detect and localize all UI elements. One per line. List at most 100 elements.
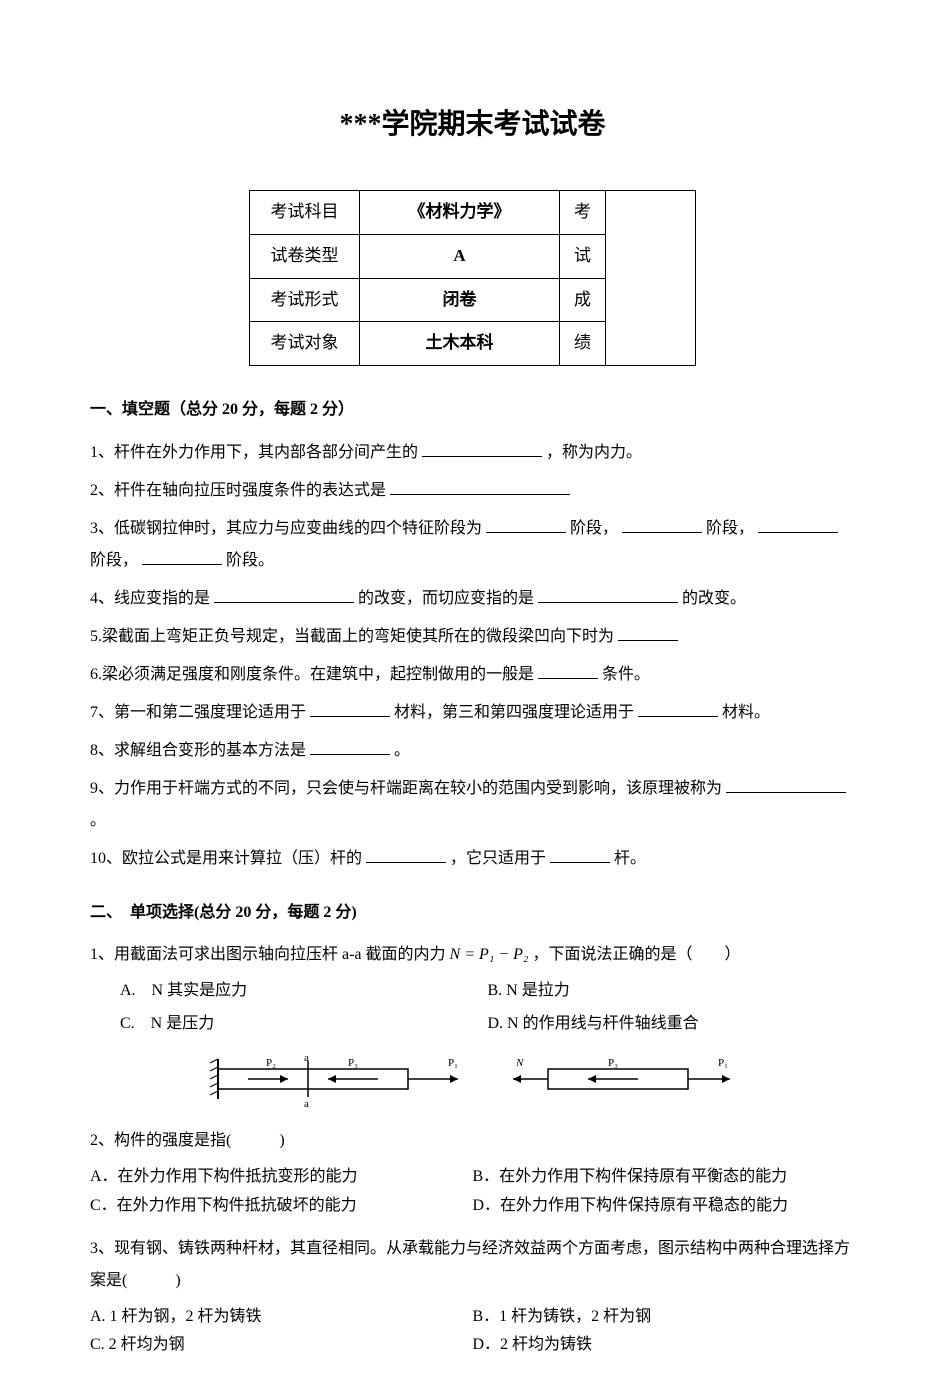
s2-q1-opt-a[interactable]: A. N 其实是应力: [120, 977, 488, 1006]
exam-target-value: 土木本科: [360, 322, 560, 366]
blank-field[interactable]: [758, 515, 838, 533]
q7-text-c: 材料。: [722, 704, 770, 721]
blank-field[interactable]: [390, 477, 570, 495]
svg-text:a: a: [304, 1052, 309, 1064]
blank-field[interactable]: [486, 515, 566, 533]
bar-diagram-right: N P₃ P₁: [508, 1049, 738, 1109]
s2-q3-options-row2: C. 2 杆均为钢 D．2 杆均为铸铁: [90, 1331, 855, 1360]
q9-text-a: 9、力作用于杆端方式的不同，只会使与杆端距离在较小的范围内受到影响，该原理被称为: [90, 780, 722, 797]
s2-q3-opt-c[interactable]: C. 2 杆均为钢: [90, 1331, 473, 1360]
score-char: 成: [560, 278, 606, 322]
blank-field[interactable]: [618, 623, 678, 641]
paper-type-value: A: [360, 234, 560, 278]
s2-q1-options-row2: C. N 是压力 D. N 的作用线与杆件轴线重合: [120, 1010, 855, 1039]
q8-text-b: 。: [394, 742, 410, 759]
s2-q2-opt-c[interactable]: C．在外力作用下构件抵抗破坏的能力: [90, 1192, 473, 1221]
q10-text-c: 杆。: [614, 850, 646, 867]
blank-field[interactable]: [142, 547, 222, 565]
subject-value: 《材料力学》: [360, 191, 560, 235]
svg-text:P₁: P₁: [448, 1057, 458, 1069]
s2-q1-options-row1: A. N 其实是应力 B. N 是拉力: [120, 977, 855, 1006]
q7-text-a: 7、第一和第二强度理论适用于: [90, 704, 306, 721]
blank-field[interactable]: [422, 439, 542, 457]
s2-q3-options-row1: A. 1 杆为钢，2 杆为铸铁 B．1 杆为铸铁，2 杆为钢: [90, 1303, 855, 1332]
svg-text:N: N: [515, 1057, 524, 1069]
s2-q3-opt-a[interactable]: A. 1 杆为钢，2 杆为铸铁: [90, 1303, 473, 1332]
svg-text:P₃: P₃: [348, 1057, 358, 1069]
section2-header: 二、 单项选择(总分 20 分，每题 2 分): [90, 899, 855, 928]
score-char: 考: [560, 191, 606, 235]
q5: 5.梁截面上弯矩正负号规定，当截面上的弯矩使其所在的微段梁凹向下时为: [90, 621, 855, 653]
s2-q2-options-row1: A．在外力作用下构件抵抗变形的能力 B．在外力作用下构件保持原有平衡态的能力: [90, 1163, 855, 1192]
page-title: ***学院期末考试试卷: [90, 100, 855, 150]
svg-text:P₁: P₁: [718, 1057, 728, 1069]
exam-target-label: 考试对象: [250, 322, 360, 366]
q8: 8、求解组合变形的基本方法是 。: [90, 735, 855, 767]
q2: 2、杆件在轴向拉压时强度条件的表达式是: [90, 475, 855, 507]
q1-text-b: ，称为内力。: [546, 444, 642, 461]
blank-field[interactable]: [538, 661, 598, 679]
q3-text-e: 阶段。: [226, 552, 274, 569]
score-char: 试: [560, 234, 606, 278]
q3: 3、低碳钢拉伸时，其应力与应变曲线的四个特征阶段为 阶段， 阶段， 阶段， 阶段…: [90, 513, 855, 577]
s2-q1-opt-b[interactable]: B. N 是拉力: [488, 977, 856, 1006]
s2-q2-opt-d[interactable]: D．在外力作用下构件保持原有平稳态的能力: [473, 1192, 856, 1221]
s2-q3-opt-d[interactable]: D．2 杆均为铸铁: [473, 1331, 856, 1360]
blank-field[interactable]: [310, 699, 390, 717]
blank-field[interactable]: [726, 775, 846, 793]
svg-text:a: a: [304, 1098, 309, 1109]
s2-q1-opt-c[interactable]: C. N 是压力: [120, 1010, 488, 1039]
q10-text-a: 10、欧拉公式是用来计算拉（压）杆的: [90, 850, 362, 867]
s2-q2-opt-a[interactable]: A．在外力作用下构件抵抗变形的能力: [90, 1163, 473, 1192]
q6-text-a: 6.梁必须满足强度和刚度条件。在建筑中，起控制做用的一般是: [90, 666, 534, 683]
s2-q1: 1、用截面法可求出图示轴向拉压杆 a-a 截面的内力 N = P₁ − P₂ ，…: [90, 939, 855, 971]
s2-q1-text-a: 1、用截面法可求出图示轴向拉压杆 a-a 截面的内力: [90, 946, 450, 963]
exam-info-table: 考试科目 《材料力学》 考 试卷类型 A 试 考试形式 闭卷 成 考试对象 土木…: [249, 190, 696, 365]
s2-q2-opt-b[interactable]: B．在外力作用下构件保持原有平衡态的能力: [473, 1163, 856, 1192]
s2-q3: 3、现有钢、铸铁两种杆材，其直径相同。从承载能力与经济效益两个方面考虑，图示结构…: [90, 1233, 855, 1297]
svg-text:P₃: P₃: [608, 1057, 618, 1069]
s2-q2-options-row2: C．在外力作用下构件抵抗破坏的能力 D．在外力作用下构件保持原有平稳态的能力: [90, 1192, 855, 1221]
q4: 4、线应变指的是 的改变，而切应变指的是 的改变。: [90, 583, 855, 615]
score-char: 绩: [560, 322, 606, 366]
q3-text-a: 3、低碳钢拉伸时，其应力与应变曲线的四个特征阶段为: [90, 520, 482, 537]
section1-header: 一、填空题（总分 20 分，每题 2 分）: [90, 396, 855, 425]
s2-q1-text-b: ，下面说法正确的是（ ）: [532, 946, 740, 963]
q5-text-a: 5.梁截面上弯矩正负号规定，当截面上的弯矩使其所在的微段梁凹向下时为: [90, 628, 614, 645]
paper-type-label: 试卷类型: [250, 234, 360, 278]
q4-text-b: 的改变，而切应变指的是: [358, 590, 534, 607]
q10-text-b: ，它只适用于: [450, 850, 546, 867]
exam-form-value: 闭卷: [360, 278, 560, 322]
score-blank: [606, 191, 696, 365]
q10: 10、欧拉公式是用来计算拉（压）杆的 ，它只适用于 杆。: [90, 843, 855, 875]
s2-q1-opt-d[interactable]: D. N 的作用线与杆件轴线重合: [488, 1010, 856, 1039]
table-row: 考试科目 《材料力学》 考: [250, 191, 696, 235]
blank-field[interactable]: [622, 515, 702, 533]
q9: 9、力作用于杆端方式的不同，只会使与杆端距离在较小的范围内受到影响，该原理被称为…: [90, 773, 855, 837]
q6-text-b: 条件。: [602, 666, 650, 683]
q4-text-a: 4、线应变指的是: [90, 590, 210, 607]
q6: 6.梁必须满足强度和刚度条件。在建筑中，起控制做用的一般是 条件。: [90, 659, 855, 691]
q1-diagram-area: a a P₂ P₃ P₁ N P₃ P₁: [90, 1049, 855, 1109]
q2-text-a: 2、杆件在轴向拉压时强度条件的表达式是: [90, 482, 386, 499]
svg-text:P₂: P₂: [266, 1057, 276, 1069]
bar-diagram-left: a a P₂ P₃ P₁: [208, 1049, 468, 1109]
blank-field[interactable]: [310, 737, 390, 755]
blank-field[interactable]: [214, 585, 354, 603]
blank-field[interactable]: [550, 845, 610, 863]
exam-form-label: 考试形式: [250, 278, 360, 322]
q7: 7、第一和第二强度理论适用于 材料，第三和第四强度理论适用于 材料。: [90, 697, 855, 729]
q3-text-b: 阶段，: [570, 520, 618, 537]
q3-text-c: 阶段，: [706, 520, 754, 537]
q8-text-a: 8、求解组合变形的基本方法是: [90, 742, 306, 759]
s2-q1-formula: N = P₁ − P₂: [450, 946, 529, 963]
subject-label: 考试科目: [250, 191, 360, 235]
blank-field[interactable]: [638, 699, 718, 717]
q3-text-d: 阶段，: [90, 552, 138, 569]
blank-field[interactable]: [538, 585, 678, 603]
q7-text-b: 材料，第三和第四强度理论适用于: [394, 704, 634, 721]
q1: 1、杆件在外力作用下，其内部各部分间产生的 ，称为内力。: [90, 437, 855, 469]
q1-text-a: 1、杆件在外力作用下，其内部各部分间产生的: [90, 444, 418, 461]
blank-field[interactable]: [366, 845, 446, 863]
s2-q3-opt-b[interactable]: B．1 杆为铸铁，2 杆为钢: [473, 1303, 856, 1332]
